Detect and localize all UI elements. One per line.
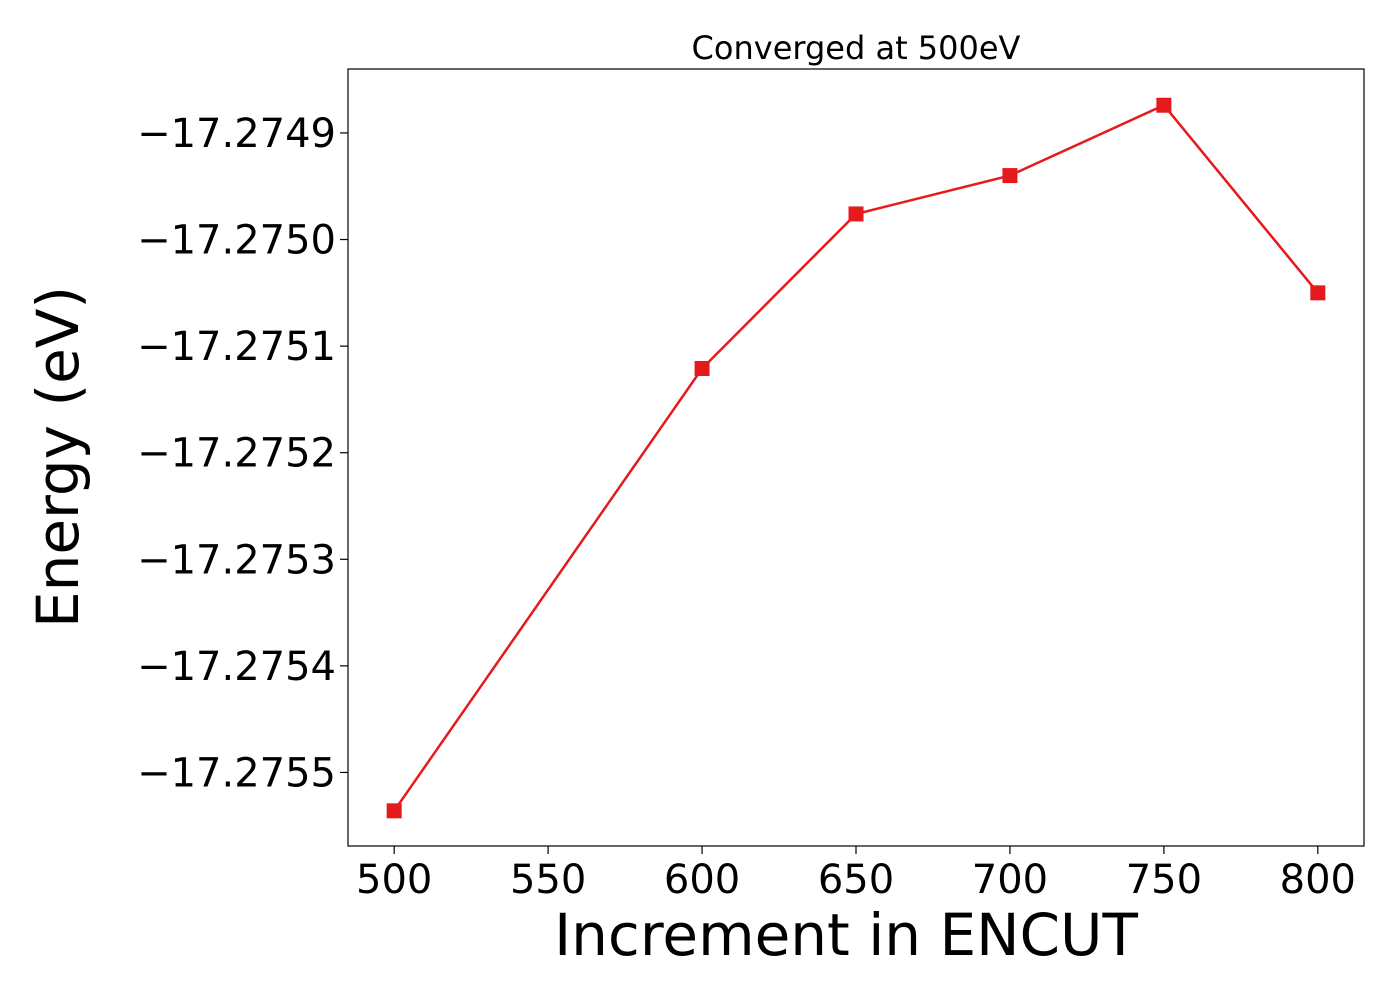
x-tick-label: 600 [664, 857, 740, 903]
data-point-800 [1310, 285, 1326, 301]
y-tick-label: −17.2750 [137, 218, 336, 264]
y-axis-label: Energy (eV) [24, 286, 92, 628]
y-tick-label: −17.2752 [137, 431, 336, 477]
data-point-600 [694, 361, 710, 377]
x-axis-label: Increment in ENCUT [554, 901, 1138, 969]
x-tick-label: 550 [510, 857, 586, 903]
x-tick-label: 750 [1126, 857, 1202, 903]
data-point-750 [1156, 97, 1172, 113]
plot-area [347, 68, 1365, 847]
y-tick-label: −17.2749 [137, 111, 336, 157]
chart-title: Converged at 500eV [692, 29, 1021, 67]
series-line [393, 103, 1319, 812]
x-axis-ticks: 500 550 600 650 700 750 800 [356, 846, 1356, 903]
y-tick-label: −17.2754 [137, 644, 336, 690]
x-tick-label: 700 [972, 857, 1048, 903]
data-point-500 [386, 803, 402, 819]
series-markers [386, 97, 1326, 819]
y-tick-label: −17.2751 [137, 324, 336, 370]
x-tick-label: 500 [356, 857, 432, 903]
data-point-700 [1002, 168, 1018, 184]
y-tick-label: −17.2755 [137, 750, 336, 796]
y-axis-ticks: −17.2749 −17.2750 −17.2751 −17.2752 −17.2753… [137, 111, 348, 796]
x-tick-label: 800 [1280, 857, 1356, 903]
y-tick-label: −17.2753 [137, 537, 336, 583]
x-tick-label: 650 [818, 857, 894, 903]
data-point-650 [848, 206, 864, 222]
